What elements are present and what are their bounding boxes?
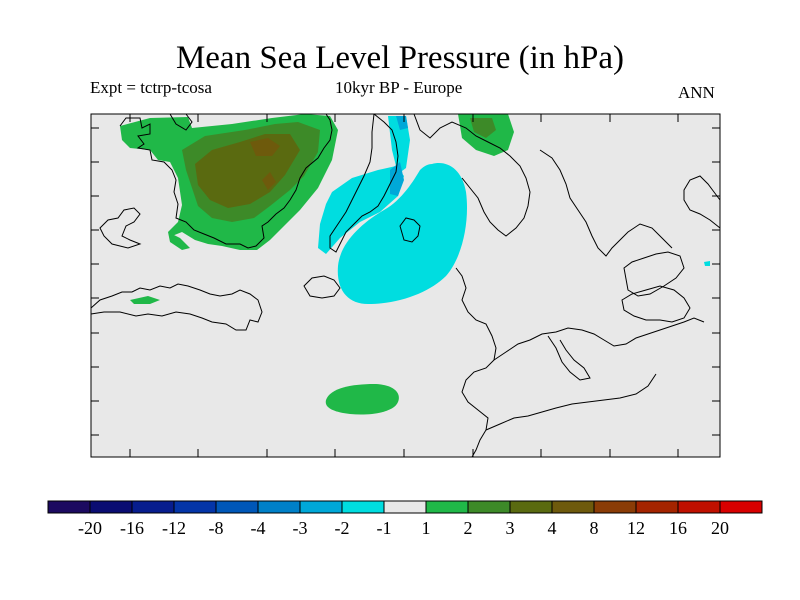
coastline-black-sea	[621, 285, 691, 323]
colorbar-tick-label: 2	[464, 518, 473, 538]
coastline-norway	[329, 113, 399, 253]
colorbar-tick-label: 16	[669, 518, 687, 538]
positive-anomaly-patch-iceland	[130, 296, 160, 304]
colorbar-bin	[89, 500, 133, 514]
positive-anomaly-level-4-b	[262, 172, 276, 190]
colorbar-bin	[383, 500, 427, 514]
colorbar-tick-label: -16	[120, 518, 144, 538]
colorbar-tick-label: -1	[377, 518, 392, 538]
coastline-north-africa	[485, 373, 657, 431]
coastline-caspian-region	[623, 251, 685, 297]
coastline-greenland	[119, 113, 333, 249]
colorbar-tick-label: 1	[422, 518, 431, 538]
colorbar-tick-label: 3	[506, 518, 515, 538]
colorbar-tick-label: -3	[293, 518, 308, 538]
coastline-italy	[547, 335, 591, 381]
colorbar-bin	[593, 500, 637, 514]
period-label: 10kyr BP - Europe	[335, 78, 463, 97]
colorbar-bin	[47, 500, 91, 514]
colorbar-tick-label: 12	[627, 518, 645, 538]
colorbar-bin	[719, 500, 763, 514]
colorbar-labels: -20 -16 -12 -8 -4 -3 -2 -1 1 2 3 4 8 12 16 20	[78, 518, 729, 538]
colorbar-bin	[677, 500, 721, 514]
anomaly-fields	[120, 114, 710, 415]
colorbar-bin	[299, 500, 343, 514]
negative-anomaly-coastal-strip	[318, 166, 404, 254]
positive-anomaly-region-atlantic-south	[325, 384, 399, 415]
colorbar-bin	[425, 500, 469, 514]
negative-anomaly-level-2	[390, 162, 404, 196]
colorbar-tick-label: -4	[251, 518, 266, 538]
colorbar-bin	[341, 500, 385, 514]
colorbar-bins	[47, 500, 763, 514]
colorbar-tick-label: 4	[548, 518, 557, 538]
coastlines	[90, 113, 721, 458]
colorbar-tick-label: -2	[335, 518, 350, 538]
colorbar-bin	[509, 500, 553, 514]
coastline-greenland-north	[169, 113, 193, 131]
colorbar-tick-label: 8	[590, 518, 599, 538]
season-label: ANN	[678, 83, 715, 102]
colorbar-bin	[467, 500, 511, 514]
coastline-labrador	[90, 283, 263, 331]
colorbar-bin	[131, 500, 175, 514]
coastline-iceland	[303, 275, 341, 299]
coastline-mediterranean-north	[493, 317, 705, 361]
colorbar-tick-label: -12	[162, 518, 186, 538]
colorbar-bin	[215, 500, 259, 514]
experiment-label: Expt = tctrp-tcosa	[90, 78, 212, 97]
positive-anomaly-region-north-scandinavia-level-2	[470, 118, 496, 138]
colorbar-tick-label: 20	[711, 518, 729, 538]
coastline-sweden-finland	[413, 113, 531, 237]
positive-anomaly-patch-small-west	[168, 232, 190, 250]
colorbar-bin	[551, 500, 595, 514]
coastline-britain	[399, 217, 421, 243]
negative-anomaly-coastal-strip-north	[388, 116, 410, 174]
negative-anomaly-patch-east	[704, 261, 710, 266]
positive-anomaly-level-4	[250, 138, 280, 156]
map-frame	[90, 113, 721, 458]
coastline-baffin	[99, 207, 142, 249]
map-title: Mean Sea Level Pressure (in hPa)	[175, 40, 625, 76]
colorbar-bin	[173, 500, 217, 514]
map-ticks	[91, 114, 720, 457]
coastline-baltic-east	[539, 149, 673, 257]
colorbar-tick-label: -20	[78, 518, 102, 538]
coastline-europe-west	[455, 267, 497, 458]
colorbar-bin	[257, 500, 301, 514]
colorbar-tick-label: -8	[209, 518, 224, 538]
negative-anomaly-level-2-north	[396, 116, 408, 130]
colorbar-bin	[635, 500, 679, 514]
